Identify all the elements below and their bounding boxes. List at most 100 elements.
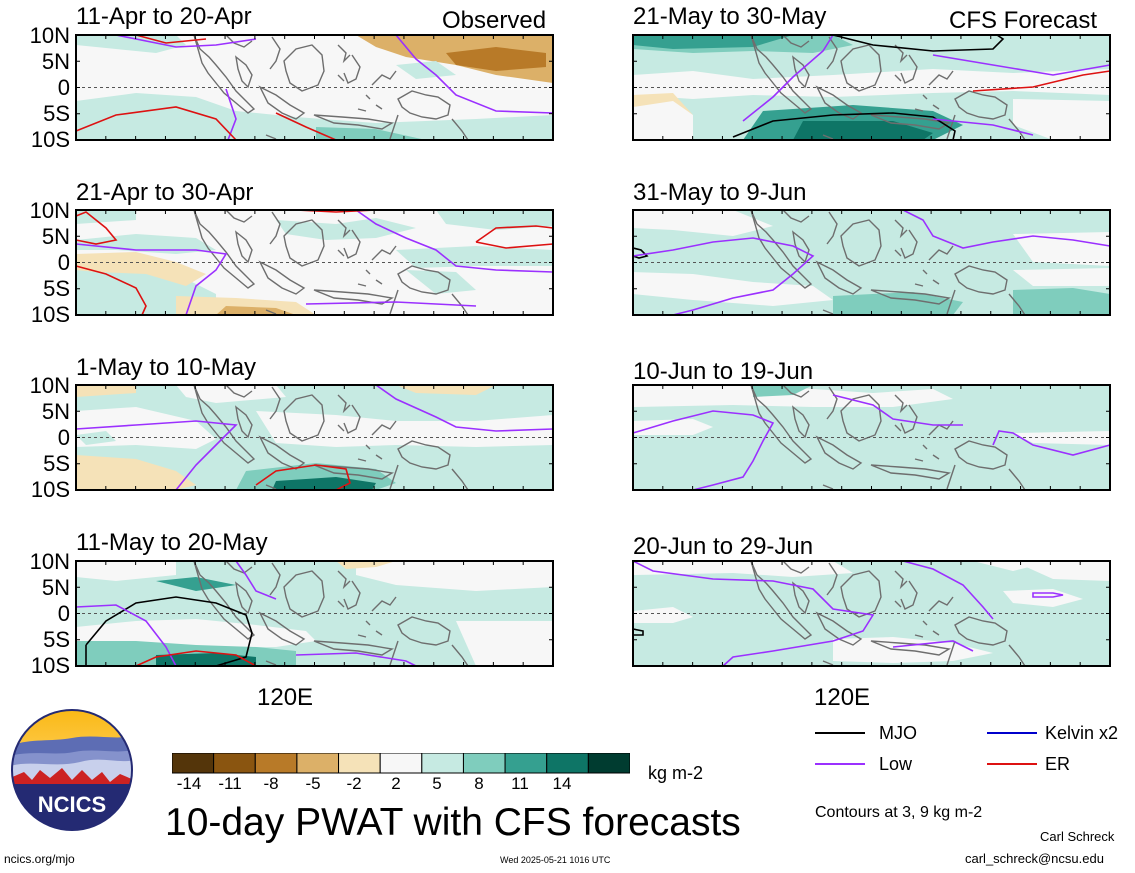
- site-link[interactable]: ncics.org/mjo: [4, 852, 75, 866]
- contour-line: [932, 118, 1034, 136]
- colorbar-tick: -2: [346, 774, 362, 793]
- pwat-anomaly-region: [633, 210, 773, 236]
- colorbar-swatch: [296, 753, 340, 774]
- pwat-anomaly-region: [396, 246, 553, 268]
- contour-line: [135, 650, 257, 667]
- pwat-anomaly-region: [406, 270, 476, 294]
- pwat-anomaly-region: [336, 561, 396, 569]
- pwat-anomaly-region: [633, 272, 833, 306]
- map-panel: [75, 209, 554, 316]
- contour-line: [295, 652, 417, 667]
- pwat-anomaly-region: [1013, 232, 1110, 266]
- pwat-anomaly-region: [793, 121, 933, 140]
- map-panel: [632, 384, 1111, 491]
- colorbar: [172, 753, 630, 774]
- contour-line: [832, 394, 963, 426]
- ncics-logo: NCICS: [11, 709, 133, 831]
- contour-line: [1032, 592, 1064, 598]
- lat-label: 0: [57, 601, 70, 626]
- contour-line: [75, 243, 228, 316]
- legend-label: Kelvin x2: [1045, 723, 1119, 743]
- pwat-anomaly-region: [1013, 99, 1110, 140]
- map-panel: [632, 209, 1111, 316]
- colorbar-tick: -8: [263, 774, 279, 793]
- pwat-anomaly-region: [76, 234, 216, 254]
- contour-line: [632, 628, 644, 636]
- colorbar-tick: 14: [552, 774, 572, 793]
- pwat-anomaly-region: [76, 385, 136, 397]
- pwat-anomaly-region: [456, 621, 553, 666]
- map-panel: [75, 560, 554, 667]
- lat-label: 10S: [30, 653, 70, 678]
- lat-label: 10N: [29, 23, 70, 48]
- pwat-anomaly-region: [176, 385, 286, 403]
- pwat-anomaly-region: [633, 385, 953, 407]
- colorbar-swatch: [254, 753, 298, 774]
- panel-title: 31-May to 9-Jun: [633, 179, 807, 206]
- pwat-anomaly-region: [76, 252, 206, 286]
- contour-line: [275, 112, 337, 141]
- contour-line: [75, 265, 147, 316]
- pwat-anomaly-region: [1013, 268, 1110, 286]
- pwat-anomaly-region: [316, 127, 426, 140]
- lat-label: 10S: [30, 477, 70, 502]
- lat-label: 10S: [30, 302, 70, 327]
- colorbar-tick: 11: [511, 774, 529, 793]
- mjo-swatch: [815, 732, 865, 734]
- panel-title: 21-Apr to 30-Apr: [76, 179, 254, 206]
- contour-line: [632, 247, 649, 259]
- contour-line: [732, 112, 956, 141]
- pwat-anomaly-region: [446, 47, 546, 71]
- contour-line: [85, 596, 253, 667]
- panel-title: 20-Jun to 29-Jun: [633, 533, 814, 560]
- pwat-anomaly-region: [1013, 561, 1110, 581]
- author-email[interactable]: carl_schreck@ncsu.edu: [965, 851, 1104, 866]
- lat-label: 5S: [43, 101, 70, 126]
- pwat-anomaly-region: [76, 619, 316, 647]
- lat-label: 10S: [30, 127, 70, 152]
- contour-line: [305, 301, 477, 307]
- pwat-anomaly-region: [833, 292, 963, 315]
- contour-line: [115, 34, 257, 48]
- lat-label: 0: [57, 425, 70, 450]
- colorbar-swatch: [421, 753, 464, 774]
- low-swatch: [815, 763, 865, 765]
- panel-title: 11-May to 20-May: [76, 529, 268, 556]
- pwat-anomaly-region: [156, 577, 236, 591]
- lat-label: 5N: [41, 49, 70, 74]
- lat-label: 10N: [29, 549, 70, 574]
- logo-text: NCICS: [38, 792, 106, 817]
- pwat-anomaly-region: [76, 35, 186, 53]
- panel-title: 10-Jun to 19-Jun: [633, 358, 814, 385]
- contour-line: [225, 88, 237, 141]
- pwat-anomaly-region: [633, 419, 713, 435]
- colorbar-swatch: [213, 753, 256, 774]
- lat-label: 5S: [43, 451, 70, 476]
- colorbar-tick: 5: [432, 774, 442, 793]
- timestamp: Wed 2025-05-21 1016 UTC: [500, 855, 611, 865]
- panel-title: 1-May to 10-May: [76, 354, 257, 381]
- contour-line: [632, 410, 775, 491]
- pwat-anomaly-region: [156, 653, 256, 666]
- lat-label: 5N: [41, 224, 70, 249]
- main-title: 10-day PWAT with CFS forecasts: [165, 801, 741, 844]
- contour-line: [75, 211, 118, 245]
- lat-label: 5S: [43, 627, 70, 652]
- lon-label: 120E: [257, 684, 314, 711]
- observed-tag: Observed: [442, 7, 547, 34]
- contour-line: [972, 70, 1111, 92]
- pwat-anomaly-region: [633, 561, 853, 577]
- contour-line: [135, 34, 207, 44]
- map-panel: [75, 34, 554, 141]
- lat-label: 5S: [43, 276, 70, 301]
- lat-label: 0: [57, 250, 70, 275]
- lat-label: 0: [57, 75, 70, 100]
- er-swatch: [987, 763, 1037, 765]
- colorbar-units: kg m-2: [648, 763, 704, 783]
- pwat-anomaly-region: [76, 93, 553, 140]
- colorbar-swatch: [587, 753, 630, 774]
- colorbar-ticks: -14 -11 -8 -5 -2 2 5 8 11 14: [172, 775, 630, 795]
- pwat-anomaly-region: [1013, 288, 1110, 315]
- contour-line: [355, 209, 554, 273]
- pwat-anomaly-region: [396, 385, 496, 395]
